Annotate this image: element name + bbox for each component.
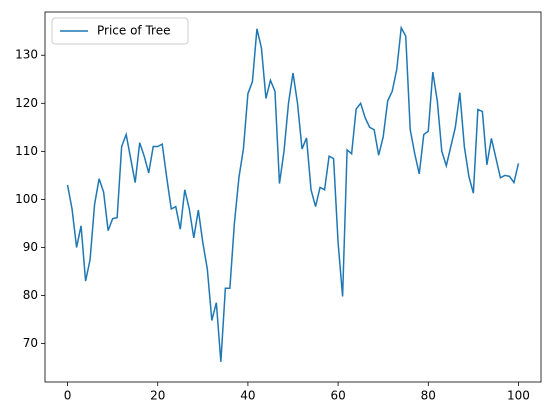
legend-label: Price of Tree bbox=[97, 24, 170, 38]
y-tick-label: 120 bbox=[15, 96, 38, 110]
x-tick-label: 80 bbox=[421, 389, 436, 403]
plot-frame bbox=[44, 11, 542, 383]
y-tick-label: 130 bbox=[15, 48, 38, 62]
legend-box bbox=[51, 17, 189, 45]
y-tick-label: 100 bbox=[15, 192, 38, 206]
y-tick-label: 70 bbox=[23, 336, 38, 350]
x-tick-label: 0 bbox=[64, 389, 72, 403]
line bbox=[66, 25, 520, 362]
x-tick-label: 40 bbox=[240, 389, 255, 403]
x-tick-label: 60 bbox=[330, 389, 345, 403]
y-tick-label: 90 bbox=[23, 240, 38, 254]
y-tick-label: 80 bbox=[23, 288, 38, 302]
y-tick-label: 110 bbox=[15, 144, 38, 158]
x-tick-label: 20 bbox=[150, 389, 165, 403]
x-tick-label: 100 bbox=[507, 389, 530, 403]
